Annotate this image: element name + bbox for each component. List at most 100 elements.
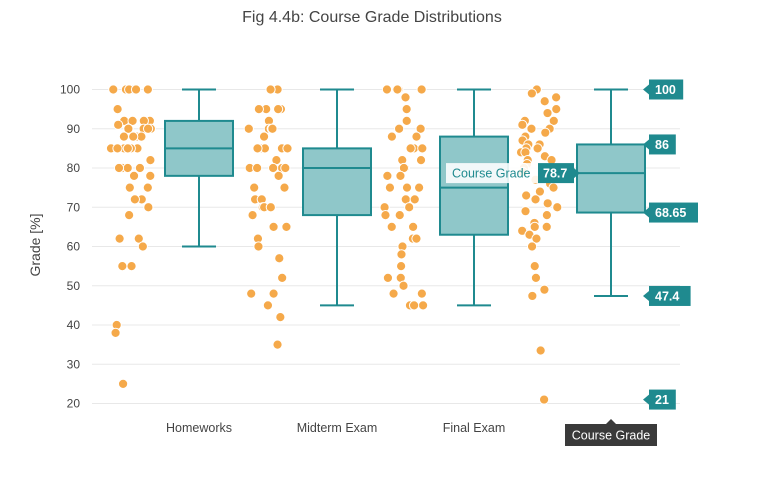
data-point (415, 155, 427, 166)
data-point (382, 272, 394, 283)
axis-tooltip-label: Course Grade (572, 429, 651, 443)
data-point (529, 261, 540, 272)
data-point (267, 123, 278, 134)
data-point (415, 123, 426, 134)
data-point (265, 202, 276, 213)
data-point (112, 104, 123, 115)
data-point (384, 182, 396, 193)
data-point (272, 339, 283, 350)
iqr-box (302, 147, 372, 217)
data-point (382, 170, 393, 181)
box-homeworks (164, 88, 234, 248)
data-point (405, 143, 416, 154)
data-point (117, 378, 129, 389)
data-point (273, 170, 284, 181)
data-point (142, 182, 153, 193)
data-point (275, 312, 286, 323)
data-point (539, 96, 550, 107)
axis-tooltip-bg (565, 424, 657, 446)
data-point (414, 182, 425, 193)
data-point (552, 202, 563, 213)
data-point (520, 206, 531, 217)
data-point (530, 272, 542, 283)
data-point (531, 233, 542, 244)
data-point (281, 221, 292, 232)
data-point (134, 162, 146, 174)
data-point (128, 131, 139, 142)
box-course-grade (576, 88, 646, 297)
box-midterm-exam (302, 88, 372, 307)
data-point (526, 241, 538, 252)
y-axis-label: Grade [%] (27, 213, 43, 276)
iqr-box (576, 143, 646, 214)
data-point (122, 162, 133, 174)
data-point (274, 253, 285, 264)
data-point (129, 194, 140, 205)
data-point (113, 119, 124, 130)
data-point (133, 233, 144, 244)
data-point (123, 123, 134, 134)
category-label: Homeworks (166, 421, 232, 435)
data-point (530, 194, 541, 205)
data-point (408, 221, 419, 232)
y-tick-label: 70 (67, 200, 81, 214)
category-labels: Homeworks Midterm Exam Final Exam (166, 421, 505, 435)
data-point (253, 241, 264, 252)
data-point (551, 104, 562, 115)
data-point (532, 143, 543, 154)
data-point (380, 210, 391, 221)
y-tick-label: 20 (67, 397, 81, 411)
data-point (388, 288, 399, 299)
data-point (411, 131, 422, 142)
data-point (527, 290, 538, 302)
data-point (277, 272, 288, 283)
category-label: Final Exam (443, 421, 506, 435)
data-point (539, 284, 550, 295)
data-point (392, 84, 403, 95)
data-point (409, 194, 420, 205)
spike-label-bg (649, 79, 684, 100)
data-point (126, 261, 137, 272)
data-point (253, 104, 264, 115)
data-point (540, 127, 551, 138)
data-point (526, 123, 537, 134)
data-point (282, 143, 293, 154)
data-point (145, 155, 156, 166)
data-point (145, 170, 156, 181)
y-tick-label: 40 (67, 318, 81, 332)
median-value-chip (538, 163, 574, 184)
data-point (137, 241, 148, 252)
spike-label-bg (649, 202, 698, 223)
data-point (535, 345, 546, 356)
data-point (252, 143, 263, 154)
data-point (386, 221, 397, 232)
hover-layer: Course Grade 100 86 68.65 47.4 21 Course Grade… (446, 79, 698, 446)
data-point (124, 182, 135, 193)
y-tick-label: 80 (67, 161, 81, 175)
data-point (114, 233, 125, 244)
data-point (538, 394, 550, 405)
median-hover-label: Course Grade (452, 167, 531, 181)
axis-tooltip-pointer (606, 419, 616, 424)
spike-label-value: 86 (655, 138, 669, 152)
data-point (128, 170, 140, 181)
data-point (542, 107, 553, 119)
data-point (394, 123, 405, 134)
data-point (526, 88, 537, 99)
chart-title: Fig 4.4b: Course Grade Distributions (242, 9, 502, 26)
spike-label-bg (649, 389, 676, 410)
data-point (551, 92, 562, 103)
data-point (400, 92, 411, 103)
y-tick-label: 30 (67, 357, 81, 371)
spike-label-value: 68.65 (655, 206, 686, 220)
data-point (381, 84, 393, 95)
category-label: Midterm Exam (297, 421, 378, 435)
data-point (521, 190, 532, 201)
data-point (268, 162, 279, 174)
data-point (280, 162, 291, 174)
y-tick-labels: 20 30 40 50 60 70 80 90 100 (60, 83, 80, 411)
data-point (113, 162, 125, 174)
data-point (246, 288, 257, 299)
